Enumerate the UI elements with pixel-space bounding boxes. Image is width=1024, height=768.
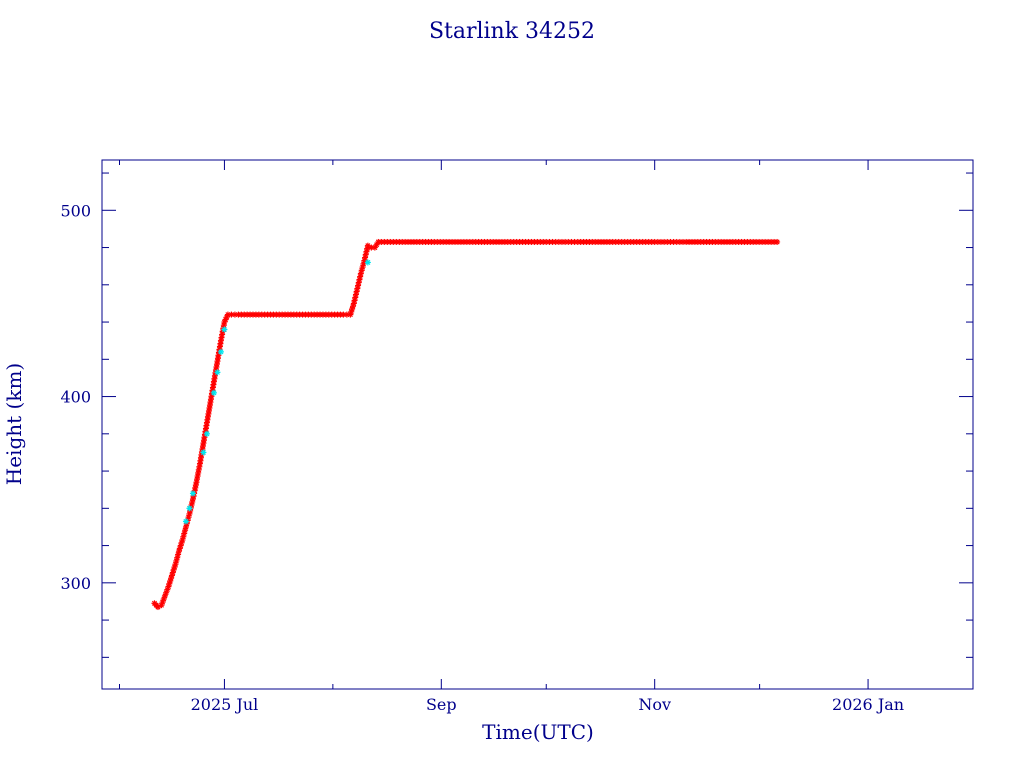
- x-tick-label: 2025 Jul: [191, 695, 259, 714]
- plot-frame: [101, 159, 974, 690]
- data-points: [151, 238, 781, 611]
- data-point: [221, 326, 228, 333]
- data-point: [774, 238, 781, 245]
- data-point: [214, 369, 221, 376]
- data-point: [189, 490, 196, 497]
- y-tick-label: 500: [60, 201, 91, 220]
- y-tick-label: 400: [60, 388, 91, 407]
- data-point: [222, 316, 229, 323]
- x-tick-label: 2026 Jan: [832, 695, 904, 714]
- axis-ticks: 2025 Jul Sep Nov 2026 Jan 300 400 500: [60, 160, 973, 714]
- data-point: [200, 449, 207, 456]
- data-point: [182, 518, 189, 525]
- y-tick-label: 300: [60, 574, 91, 593]
- data-point: [210, 389, 217, 396]
- x-tick-label: Sep: [426, 695, 457, 714]
- x-tick-label: Nov: [638, 695, 671, 714]
- x-axis-title: Time(UTC): [482, 720, 594, 744]
- data-point: [217, 348, 224, 355]
- data-point: [203, 430, 210, 437]
- data-point: [186, 505, 193, 512]
- y-axis-title: Height (km): [2, 363, 26, 485]
- data-point: [364, 259, 371, 266]
- chart-title: Starlink 34252: [429, 19, 595, 44]
- data-point: [347, 311, 354, 318]
